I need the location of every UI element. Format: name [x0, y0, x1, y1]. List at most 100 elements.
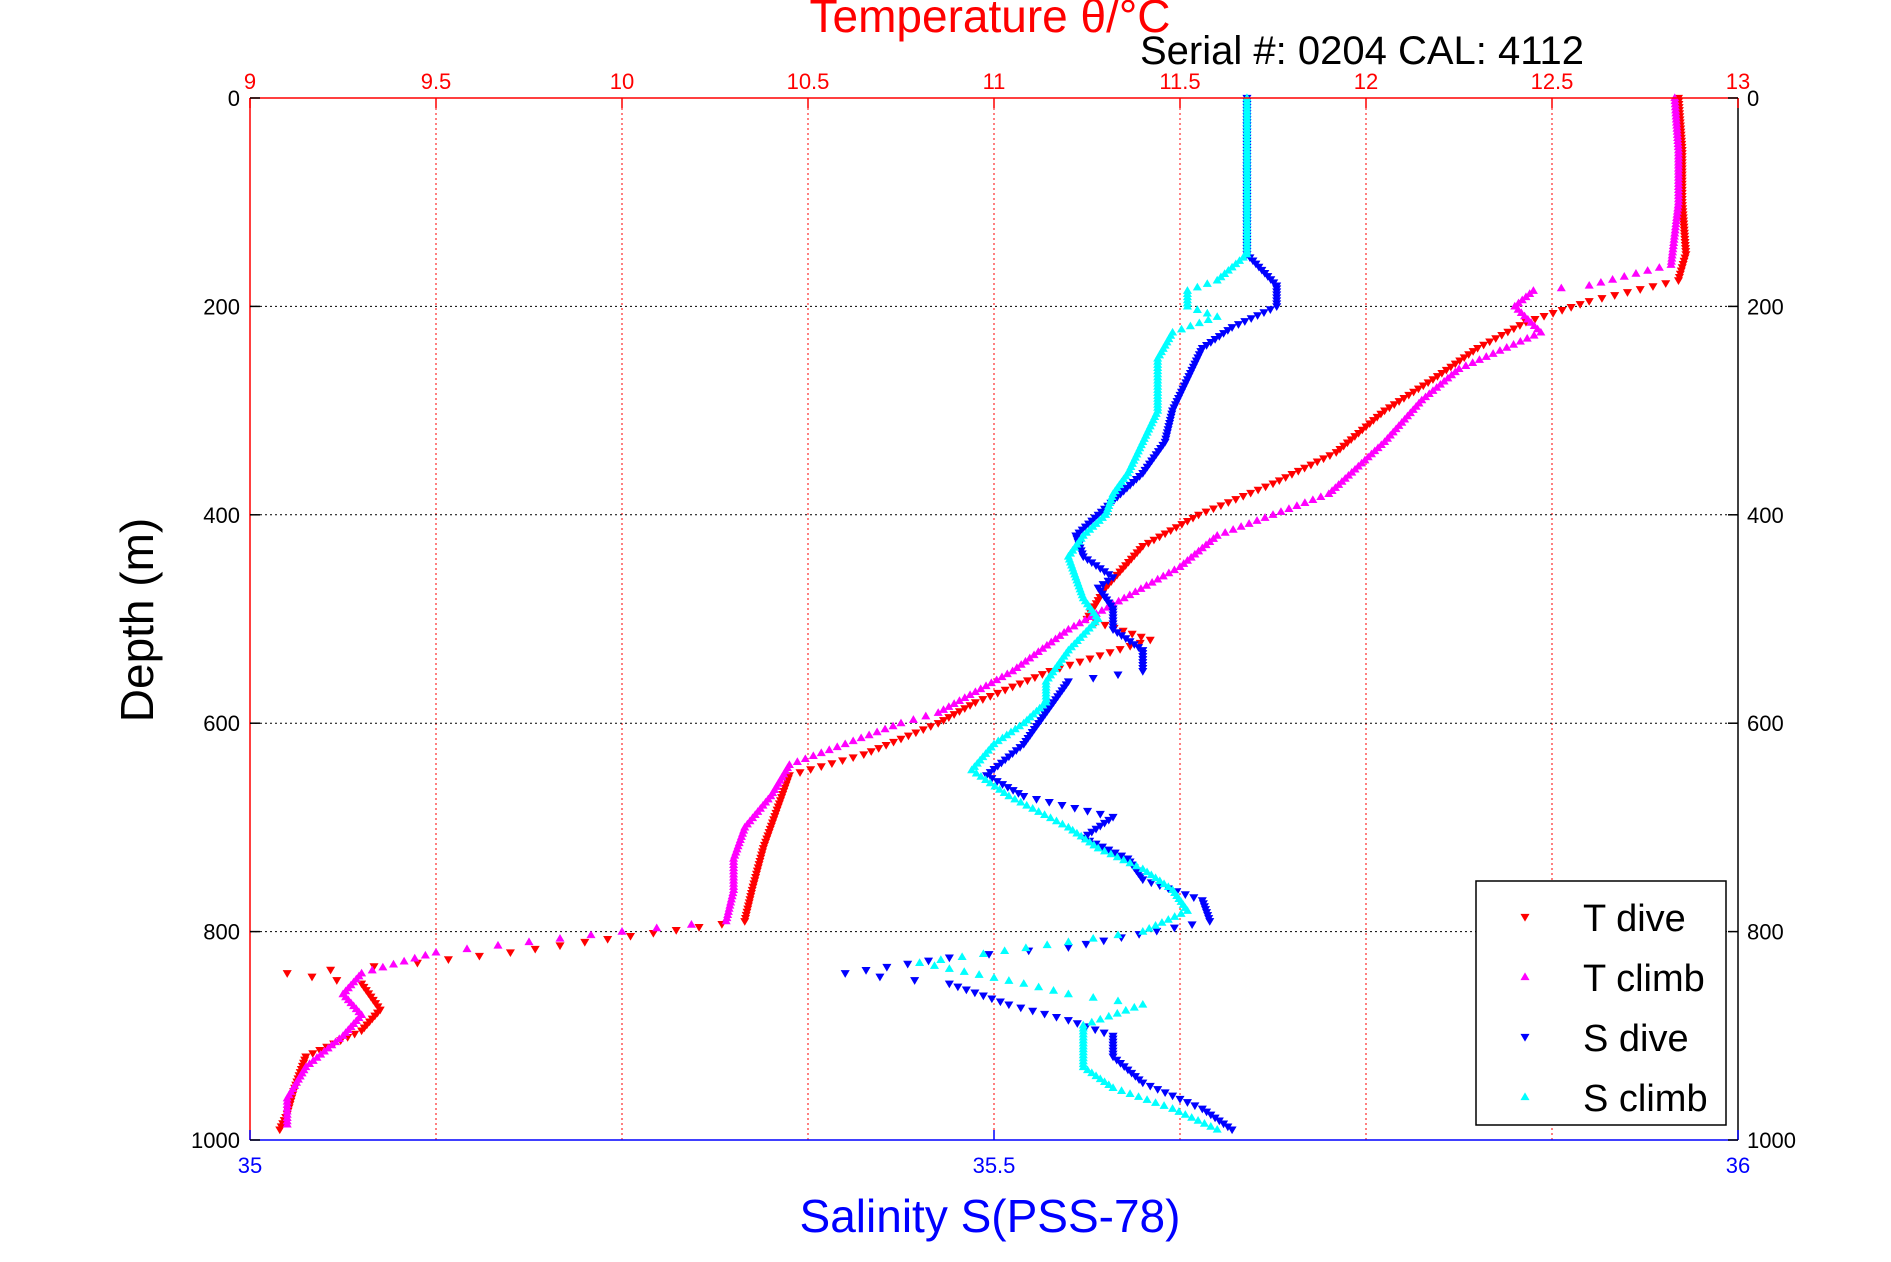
legend-box [1475, 880, 1727, 1126]
temperature-tick-label: 13 [1726, 69, 1750, 94]
data-point [1087, 1017, 1097, 1026]
data-point [1151, 1098, 1161, 1106]
data-point [1272, 303, 1282, 311]
data-point [474, 952, 484, 961]
data-point [993, 689, 1003, 698]
data-point [1234, 256, 1245, 264]
data-point [1325, 452, 1335, 460]
data-point [1276, 507, 1286, 515]
data-point [338, 1031, 348, 1039]
data-point [1246, 315, 1256, 323]
data-point [1268, 510, 1278, 518]
data-point [1252, 516, 1262, 524]
data-point [1025, 653, 1035, 662]
data-point [938, 705, 949, 713]
data-point [1065, 661, 1075, 670]
data-point [315, 1047, 325, 1055]
data-point [1187, 1113, 1197, 1121]
data-point [1138, 864, 1148, 873]
data-point [792, 757, 802, 766]
data-point [1138, 999, 1148, 1008]
data-point [1057, 819, 1067, 828]
data-point [989, 973, 999, 981]
data-point [555, 942, 565, 951]
data-point [1205, 537, 1215, 545]
data-point [307, 973, 317, 982]
data-point [990, 781, 1000, 790]
data-point [1212, 531, 1222, 539]
data-point [308, 1050, 318, 1058]
data-point [1083, 807, 1093, 816]
data-point [1012, 663, 1022, 671]
data-point [1051, 816, 1062, 825]
data-point [1136, 633, 1146, 642]
data-point [1654, 263, 1664, 271]
data-point [944, 702, 954, 710]
data-point [1432, 383, 1442, 391]
data-point [985, 693, 995, 701]
data-point [1095, 810, 1105, 819]
data-point [1212, 275, 1222, 284]
data-point [840, 739, 850, 748]
data-point [1004, 976, 1014, 984]
data-point [1113, 671, 1123, 680]
data-point [1048, 986, 1059, 994]
data-point [378, 962, 388, 971]
data-point [1238, 492, 1248, 501]
data-point [881, 741, 891, 750]
data-point [949, 699, 959, 707]
data-point [808, 751, 818, 760]
data-point [1040, 1010, 1050, 1019]
data-point [1157, 918, 1167, 926]
data-point [1566, 304, 1576, 312]
data-point [888, 721, 898, 730]
depth-tick-label-left: 600 [203, 711, 240, 736]
data-point [1187, 921, 1197, 930]
data-point [1253, 486, 1263, 495]
data-point [1055, 631, 1065, 639]
data-point [1151, 873, 1161, 882]
data-point [1240, 318, 1250, 326]
data-point [1076, 831, 1086, 840]
data-point [981, 775, 991, 783]
data-point [1420, 392, 1431, 401]
data-point [961, 986, 971, 995]
data-point [1085, 837, 1095, 846]
data-point [326, 966, 336, 975]
temperature-tick-label: 11.5 [1159, 69, 1200, 94]
data-point [1114, 596, 1124, 605]
data-point [1502, 343, 1512, 351]
data-point [1515, 336, 1525, 345]
data-point [936, 955, 946, 963]
data-point [1236, 522, 1246, 530]
data-point [1316, 492, 1326, 501]
data-point [1521, 292, 1531, 301]
data-point [1575, 301, 1585, 309]
data-point [1622, 289, 1632, 297]
data-point [1075, 618, 1085, 627]
data-point [1174, 1107, 1184, 1115]
data-point [617, 927, 627, 935]
data-point [1063, 822, 1073, 831]
data-point [316, 1049, 326, 1058]
data-point [357, 1027, 367, 1036]
data-point [1306, 461, 1316, 470]
data-point [859, 751, 869, 760]
data-point [1666, 260, 1676, 268]
data-point [686, 920, 696, 928]
data-point [1099, 1029, 1109, 1038]
data-point [331, 1037, 341, 1046]
data-point [856, 733, 866, 742]
data-point [1331, 449, 1341, 457]
data-point [840, 970, 850, 978]
data-point [586, 930, 596, 939]
data-point [882, 963, 892, 972]
data-point [1142, 867, 1152, 876]
data-point [1631, 269, 1641, 277]
data-point [1108, 1083, 1118, 1091]
data-point [875, 973, 885, 982]
data-point [953, 983, 963, 992]
data-point [1080, 615, 1090, 624]
data-point [1180, 1110, 1190, 1118]
data-point [1031, 796, 1042, 804]
